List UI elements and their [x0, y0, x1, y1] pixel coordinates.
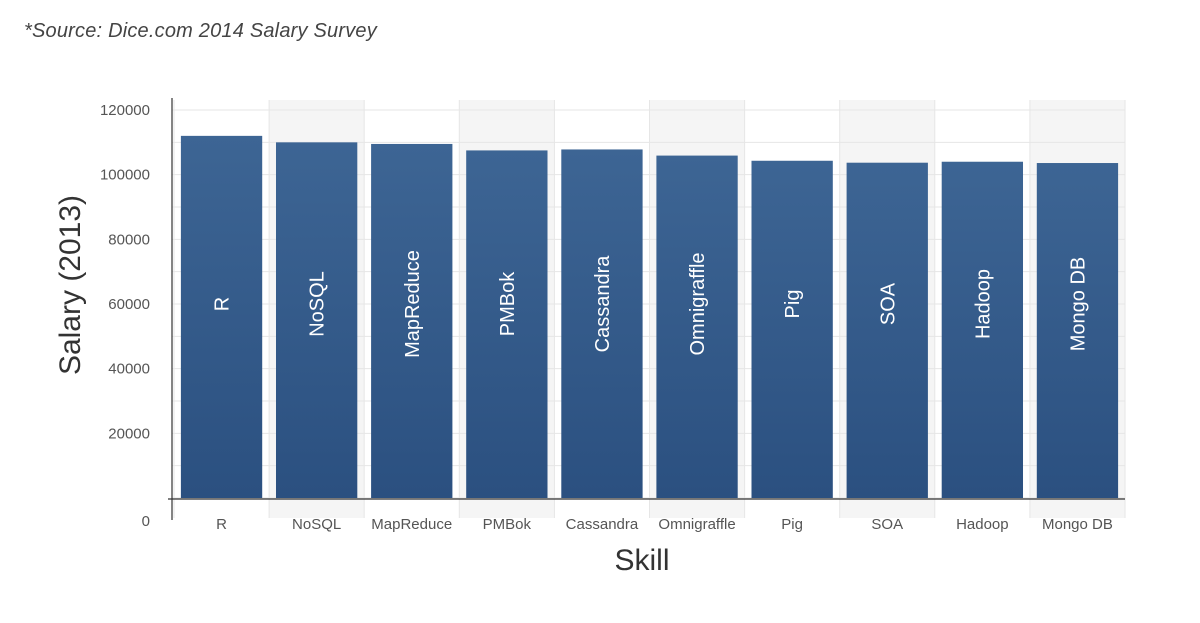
x-tick-label-omnigraffle: Omnigraffle	[658, 516, 735, 533]
y-tick-label-20000: 20000	[108, 425, 150, 442]
bar-pmbok	[466, 150, 548, 498]
bars: R NoSQL MapReduce PMBok Cassandra Omnigraffle…	[180, 135, 1119, 499]
bar-label-omnigraffle: Omnigraffle	[687, 252, 709, 355]
x-tick-label-mongo-db: Mongo DB	[1042, 516, 1113, 533]
bar-omnigraffle	[656, 155, 738, 498]
bar-mapreduce	[371, 143, 453, 498]
bar-label-r: R	[212, 297, 234, 311]
x-tick-label-nosql: NoSQL	[292, 516, 341, 533]
y-tick-label-120000: 120000	[100, 102, 150, 119]
x-axis-title: Skill	[614, 544, 669, 577]
source-note: *Source: Dice.com 2014 Salary Survey	[24, 20, 377, 42]
y-tick-labels: 0 20000 40000 60000 80000 100000 120000	[100, 102, 150, 530]
bar-r	[180, 135, 263, 498]
bar-label-mongo-db: Mongo DB	[1067, 257, 1089, 352]
y-tick-label-0: 0	[142, 513, 150, 530]
bar-pig	[751, 160, 833, 498]
y-tick-label-60000: 60000	[108, 296, 150, 313]
bar-label-hadoop: Hadoop	[972, 269, 994, 339]
bar-label-mapreduce: MapReduce	[402, 250, 424, 358]
x-tick-label-mapreduce: MapReduce	[371, 516, 452, 533]
y-tick-label-100000: 100000	[100, 167, 150, 184]
x-tick-label-cassandra: Cassandra	[566, 516, 639, 533]
x-tick-label-pmbok: PMBok	[483, 516, 532, 533]
bar-label-soa: SOA	[877, 282, 899, 325]
x-tick-labels: R NoSQL MapReduce PMBok Cassandra Omnigraffle…	[216, 516, 1113, 533]
bar-mongo-db	[1036, 163, 1119, 498]
axes	[168, 98, 1125, 520]
bar-label-nosql: NoSQL	[307, 271, 329, 337]
bar-soa	[846, 162, 928, 498]
bar-cassandra	[561, 149, 643, 499]
bar-hadoop	[941, 161, 1024, 498]
y-axis-title: Salary (2013)	[54, 195, 87, 375]
bar-nosql	[275, 142, 358, 499]
bar-label-cassandra: Cassandra	[592, 255, 614, 353]
x-tick-label-pig: Pig	[781, 516, 803, 533]
y-tick-label-80000: 80000	[108, 231, 150, 248]
bar-label-pig: Pig	[782, 290, 804, 319]
x-tick-label-hadoop: Hadoop	[956, 516, 1009, 533]
bar-label-pmbok: PMBok	[497, 271, 519, 336]
x-tick-label-soa: SOA	[871, 516, 903, 533]
y-tick-label-40000: 40000	[108, 361, 150, 378]
x-tick-label-r: R	[216, 516, 227, 533]
